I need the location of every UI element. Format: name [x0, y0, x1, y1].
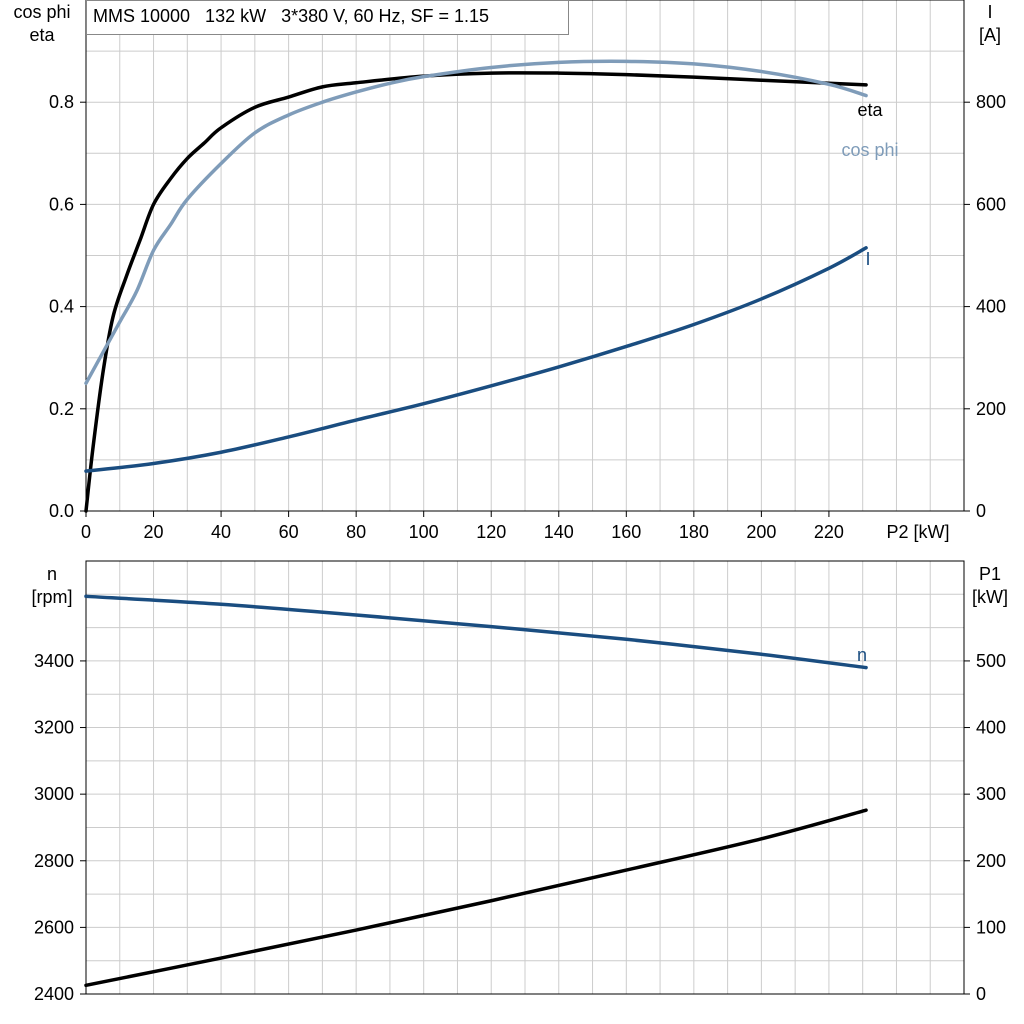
- top-left-tick-label: 0.2: [49, 399, 74, 419]
- chart-labels: 0.00.20.40.60.80200400600800240026002800…: [13, 0, 1008, 1004]
- top-right-tick-label: 600: [976, 194, 1006, 214]
- bottom-right-tick-label: 400: [976, 718, 1006, 738]
- x-axis-label: P2 [kW]: [886, 522, 949, 542]
- top-chart-grid: [85, 0, 965, 512]
- top-eta-line: [84, 71, 868, 513]
- bottom-right-tick-label: 0: [976, 984, 986, 1004]
- chart-title: MMS 10000 132 kW 3*380 V, 60 Hz, SF = 1.…: [93, 6, 489, 26]
- bottom-left-tick-label: 3200: [34, 718, 74, 738]
- x-tick-label: 200: [746, 522, 776, 542]
- bottom-right-tick-label: 300: [976, 784, 1006, 804]
- top-left-axis-label-line2: eta: [29, 25, 55, 45]
- bottom-left-tick-label: 2400: [34, 984, 74, 1004]
- x-tick-label: 160: [611, 522, 641, 542]
- series-label-n: n: [857, 645, 867, 665]
- top-right-tick-label: 0: [976, 501, 986, 521]
- top-left-tick-label: 0.8: [49, 92, 74, 112]
- top-right-tick-label: 200: [976, 399, 1006, 419]
- top-left-tick-label: 0.4: [49, 297, 74, 317]
- top-right-axis-label-line2: [A]: [979, 25, 1001, 45]
- bottom-n-line: [84, 594, 868, 670]
- bottom-left-axis-label-line2: [rpm]: [31, 587, 72, 607]
- bottom-right-tick-label: 200: [976, 851, 1006, 871]
- bottom-right-axis-label-line1: P1: [979, 564, 1001, 584]
- x-tick-label: 100: [409, 522, 439, 542]
- series-label-eta: eta: [857, 100, 883, 120]
- title-box: [86, 0, 569, 35]
- bottom-right-tick-label: 100: [976, 917, 1006, 937]
- bottom-p1-line: [84, 808, 868, 988]
- x-tick-label: 40: [211, 522, 231, 542]
- x-tick-label: 220: [814, 522, 844, 542]
- x-tick-label: 180: [679, 522, 709, 542]
- bottom-left-axis-label-line1: n: [47, 564, 57, 584]
- series-label-cos-phi: cos phi: [841, 140, 898, 160]
- top-right-tick-label: 800: [976, 92, 1006, 112]
- bottom-right-axis-label-line2: [kW]: [972, 587, 1008, 607]
- bottom-left-tick-label: 3400: [34, 651, 74, 671]
- x-tick-label: 120: [476, 522, 506, 542]
- top-left-tick-label: 0.0: [49, 501, 74, 521]
- bottom-left-tick-label: 3000: [34, 784, 74, 804]
- plot-frame: [85, 560, 965, 995]
- bottom-left-tick-label: 2800: [34, 851, 74, 871]
- x-tick-label: 20: [144, 522, 164, 542]
- bottom-right-tick-label: 500: [976, 651, 1006, 671]
- bottom-chart-curves: [84, 594, 868, 988]
- plot-frame: [85, 0, 965, 512]
- x-tick-label: 0: [81, 522, 91, 542]
- top-left-axis-label-line1: cos phi: [13, 2, 70, 22]
- x-tick-label: 140: [544, 522, 574, 542]
- top-chart-curves: [84, 59, 868, 513]
- x-tick-label: 80: [346, 522, 366, 542]
- bottom-left-tick-label: 2600: [34, 917, 74, 937]
- top-right-tick-label: 400: [976, 297, 1006, 317]
- top-i-line: [84, 246, 868, 473]
- top-right-axis-label-line1: I: [987, 2, 992, 22]
- x-tick-label: 60: [279, 522, 299, 542]
- series-label-i: I: [865, 249, 870, 269]
- top-cos-phi-line: [84, 59, 868, 385]
- top-left-tick-label: 0.6: [49, 194, 74, 214]
